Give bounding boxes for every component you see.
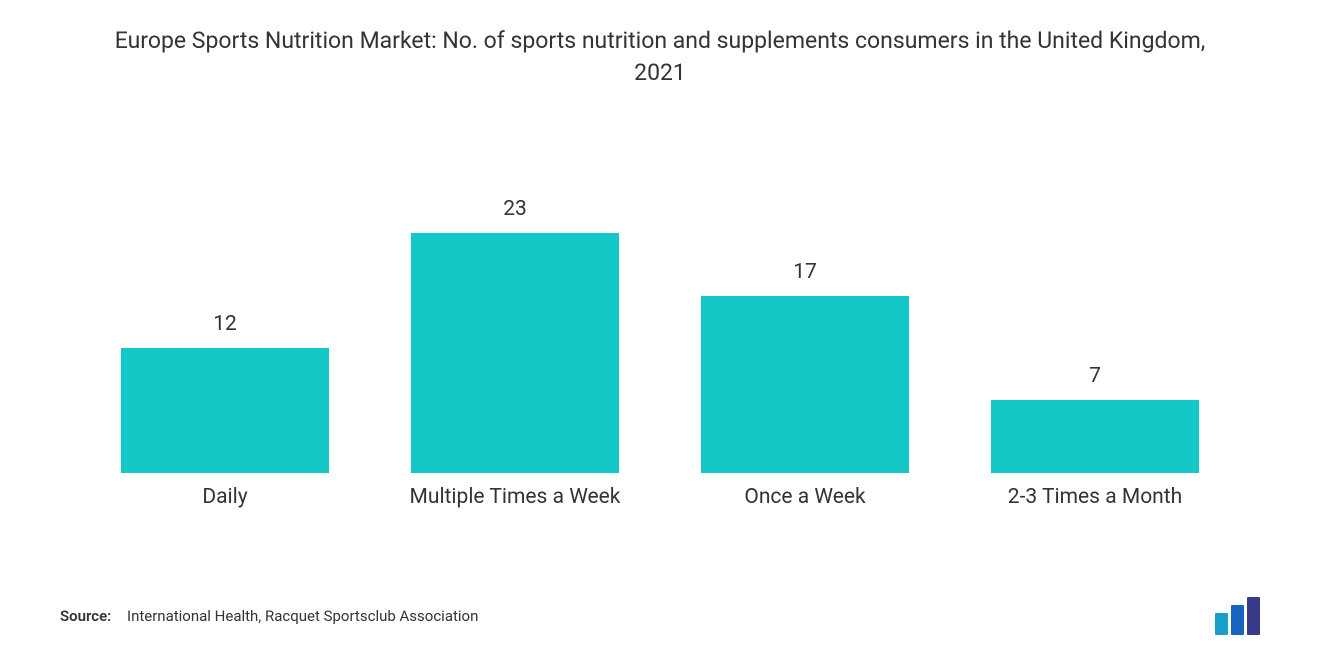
logo-bar-2 (1231, 605, 1244, 635)
bar-label: Multiple Times a Week (410, 485, 621, 509)
source-row: Source: International Health, Racquet Sp… (60, 597, 1260, 635)
bar-group-daily: 12 Daily (80, 149, 370, 509)
bar-value: 17 (793, 260, 817, 284)
logo-icon (1215, 597, 1260, 635)
bar-label: Daily (202, 485, 247, 509)
bar-value: 7 (1089, 364, 1101, 388)
chart-title: Europe Sports Nutrition Market: No. of s… (60, 25, 1260, 89)
bar-group-multiple-week: 23 Multiple Times a Week (370, 149, 660, 509)
source-value: International Health, Racquet Sportsclub… (127, 607, 478, 625)
bar-value: 23 (503, 197, 527, 221)
bar-label: 2-3 Times a Month (1008, 485, 1182, 509)
bar (411, 233, 620, 473)
bar (121, 348, 330, 473)
bar-value: 12 (213, 312, 237, 336)
bar-group-once-week: 17 Once a Week (660, 149, 950, 509)
bar (991, 400, 1200, 473)
source-label: Source: (60, 607, 111, 625)
bar (701, 296, 910, 473)
logo-bar-3 (1247, 597, 1260, 635)
chart-area: 12 Daily 23 Multiple Times a Week 17 Onc… (60, 149, 1260, 509)
bar-group-2-3-month: 7 2-3 Times a Month (950, 149, 1240, 509)
logo-bar-1 (1215, 613, 1228, 635)
bar-label: Once a Week (744, 485, 865, 509)
source-text: Source: International Health, Racquet Sp… (60, 607, 478, 625)
